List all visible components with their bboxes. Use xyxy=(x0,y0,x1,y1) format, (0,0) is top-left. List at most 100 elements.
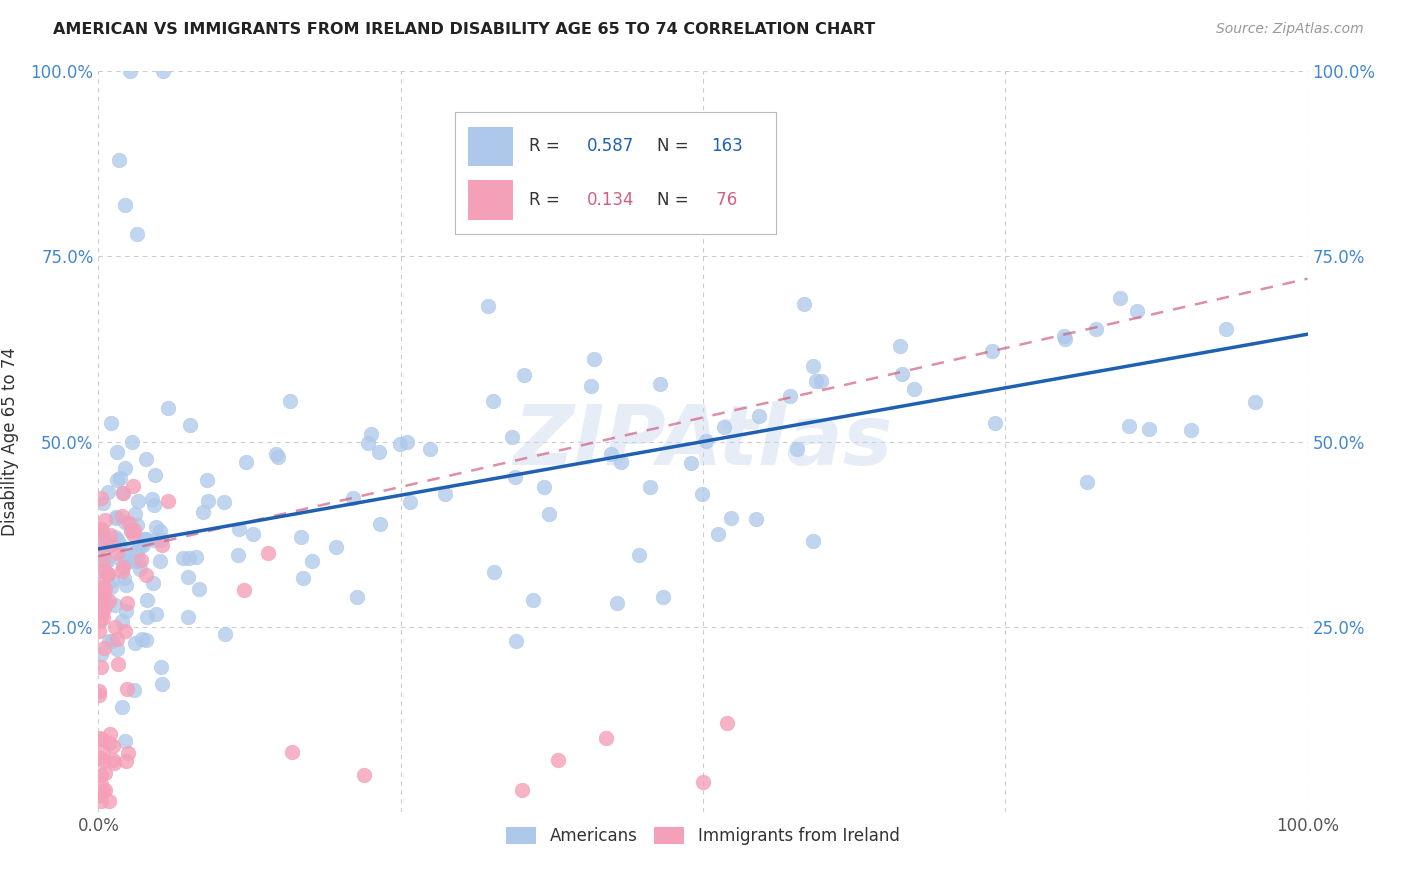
Point xyxy=(143,499,166,513)
Point xyxy=(114,461,136,475)
Point xyxy=(890,367,912,381)
Point xyxy=(149,660,172,674)
Point xyxy=(115,754,138,768)
Point xyxy=(172,550,194,565)
Point xyxy=(214,627,236,641)
Point xyxy=(89,683,111,698)
Point xyxy=(141,492,163,507)
Point xyxy=(108,471,131,485)
Point xyxy=(301,554,323,568)
Point xyxy=(91,535,114,549)
Point xyxy=(87,624,110,638)
Point xyxy=(111,486,134,500)
Y-axis label: Disability Age 65 to 74: Disability Age 65 to 74 xyxy=(1,347,20,536)
Point xyxy=(152,64,174,78)
Point xyxy=(583,352,606,367)
Point xyxy=(136,593,159,607)
Point xyxy=(132,533,155,547)
Point xyxy=(118,516,141,530)
Point xyxy=(120,524,142,538)
Point xyxy=(111,614,134,628)
Point xyxy=(267,450,290,464)
Point xyxy=(89,731,111,745)
Point xyxy=(810,374,832,388)
Point xyxy=(90,491,112,506)
Point xyxy=(346,590,368,604)
Text: Source: ZipAtlas.com: Source: ZipAtlas.com xyxy=(1216,22,1364,37)
Point xyxy=(801,359,824,373)
Point xyxy=(135,533,157,547)
Point xyxy=(179,551,201,566)
Point xyxy=(482,394,505,409)
Point xyxy=(1215,322,1237,336)
Point xyxy=(177,570,200,584)
Point xyxy=(120,542,142,557)
Point xyxy=(609,455,631,469)
Point xyxy=(477,299,499,313)
Point xyxy=(101,739,124,753)
Text: ZIPAtlas: ZIPAtlas xyxy=(513,401,893,482)
Point xyxy=(1244,395,1267,409)
Point xyxy=(522,593,544,607)
Point xyxy=(281,746,304,760)
Point xyxy=(145,468,167,483)
Point xyxy=(600,447,623,461)
Point xyxy=(145,607,167,622)
Point xyxy=(142,533,165,547)
Point xyxy=(1137,422,1160,436)
Point xyxy=(91,606,114,620)
Point xyxy=(94,513,117,527)
Point xyxy=(93,783,115,797)
Point xyxy=(650,376,672,391)
Point xyxy=(90,751,112,765)
Point xyxy=(91,783,114,797)
Point xyxy=(114,604,136,618)
Point xyxy=(98,727,121,741)
Point xyxy=(121,435,143,450)
Point xyxy=(90,659,112,673)
Text: AMERICAN VS IMMIGRANTS FROM IRELAND DISABILITY AGE 65 TO 74 CORRELATION CHART: AMERICAN VS IMMIGRANTS FROM IRELAND DISA… xyxy=(53,22,876,37)
Point xyxy=(398,495,420,509)
Point xyxy=(388,437,411,451)
Point xyxy=(87,595,110,609)
Point xyxy=(191,504,214,518)
Point xyxy=(360,427,382,442)
Point xyxy=(122,527,145,541)
Point xyxy=(1076,475,1098,489)
Point xyxy=(679,456,702,470)
Point xyxy=(505,470,527,484)
Point xyxy=(100,580,122,594)
Point xyxy=(232,582,254,597)
Point xyxy=(235,455,257,469)
Point xyxy=(242,527,264,541)
Point xyxy=(89,614,111,628)
Point xyxy=(105,546,128,560)
Legend: Americans, Immigrants from Ireland: Americans, Immigrants from Ireland xyxy=(499,820,907,852)
Point xyxy=(91,538,114,552)
Point xyxy=(101,753,124,767)
Point xyxy=(786,442,808,456)
Point xyxy=(195,473,218,487)
Point xyxy=(104,510,127,524)
Point xyxy=(434,487,457,501)
Point xyxy=(122,554,145,568)
Point xyxy=(94,765,117,780)
Point xyxy=(134,532,156,546)
Point xyxy=(179,417,201,432)
Point xyxy=(125,544,148,558)
Point xyxy=(149,533,172,547)
Point xyxy=(419,442,441,456)
Point xyxy=(142,575,165,590)
Point xyxy=(124,508,146,522)
Point xyxy=(90,777,112,791)
Point xyxy=(87,789,110,803)
Point xyxy=(90,647,112,661)
Point xyxy=(105,473,128,487)
Point xyxy=(228,523,250,537)
Point xyxy=(692,486,714,500)
Point xyxy=(94,582,117,596)
Point xyxy=(256,546,278,560)
Point xyxy=(97,566,120,581)
Point xyxy=(547,753,569,767)
Point xyxy=(184,549,207,564)
